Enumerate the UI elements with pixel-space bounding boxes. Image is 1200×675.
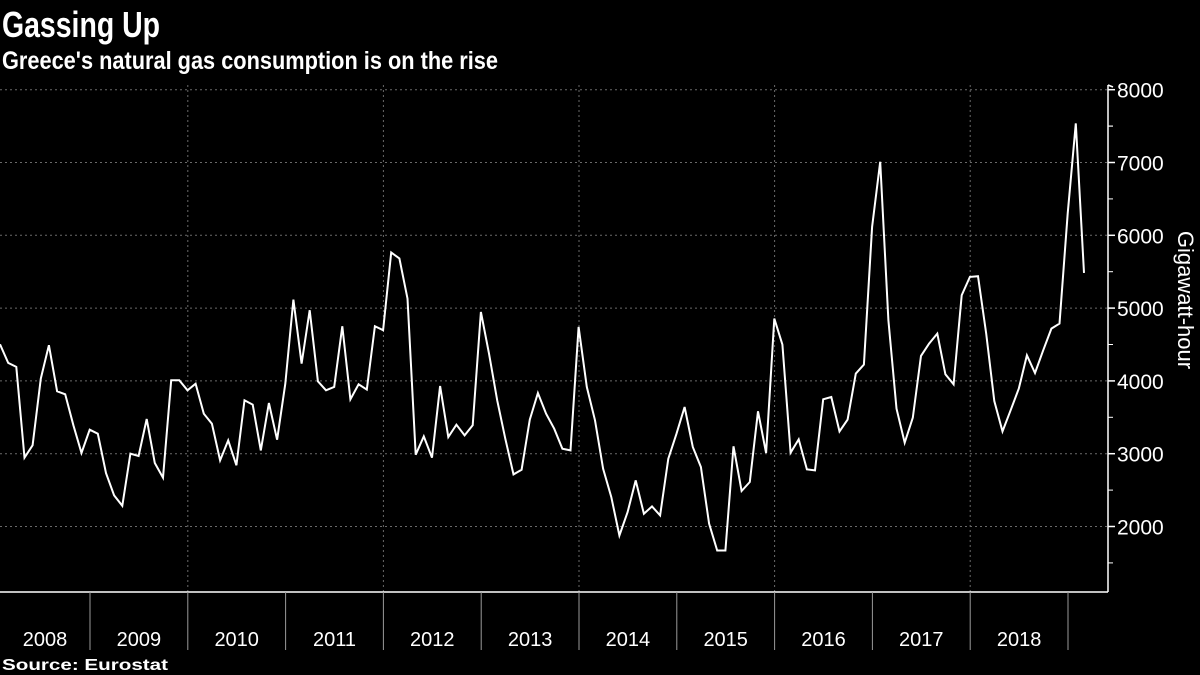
x-tick-label: 2015 [703,629,748,651]
x-tick-label: 2017 [899,629,944,651]
x-tick-label: 2013 [508,629,553,651]
x-tick-label: 2016 [801,629,846,651]
source-note: Source: Eurostat [2,657,169,674]
x-tick-label: 2018 [997,629,1042,651]
chart-title: Gassing Up [2,4,160,45]
y-tick-label: 2000 [1117,517,1164,540]
y-tick-label: 7000 [1117,153,1164,176]
y-tick-label: 3000 [1117,444,1164,467]
x-tick-label: 2014 [606,629,651,651]
x-tick-label: 2008 [23,629,68,651]
x-tick-label: 2010 [214,629,259,651]
chart-subtitle: Greece's natural gas consumption is on t… [2,47,498,75]
y-tick-label: 4000 [1117,371,1164,394]
series-layer [0,123,1085,552]
y-axis-label: Gigawatt-hour [1173,231,1198,369]
x-tick-label: 2009 [117,629,162,651]
x-tick-label: 2011 [313,629,356,651]
y-tick-label: 8000 [1117,80,1164,103]
y-tick-label: 5000 [1117,298,1164,321]
y-axis-cap [1107,84,1114,88]
series-line [0,123,1085,552]
x-tick-label: 2012 [410,629,455,651]
axes: 2000 3000 4000 5000 6000 7000 8000 2008 2009 2010… [0,80,1164,651]
y-tick-label: 6000 [1117,225,1164,248]
